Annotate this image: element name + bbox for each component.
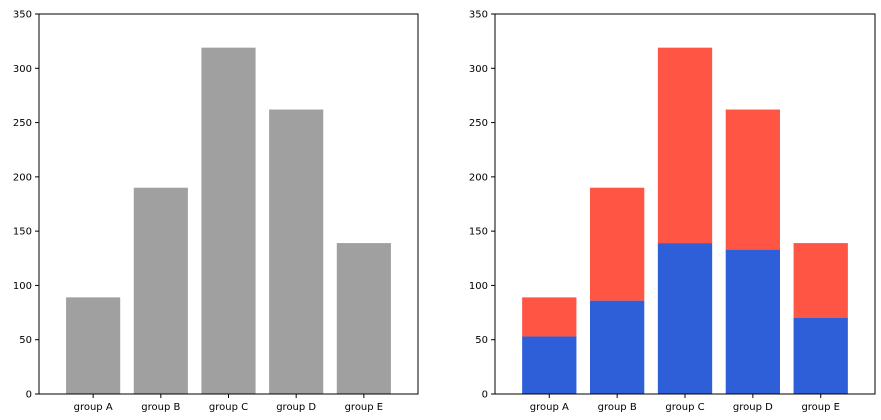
bar-series1-group-b (590, 187, 645, 301)
y-tick-label: 200 (13, 172, 32, 183)
x-tick-label: group D (276, 402, 316, 413)
y-tick-label: 150 (469, 227, 488, 238)
bar-group-d (269, 109, 324, 394)
chart-left-panel: 0 50 100 150 200 250 300 350 group A group B group… (13, 10, 419, 413)
bar-group-b (133, 187, 188, 394)
bar-group-c (201, 47, 256, 394)
x-tick-label: group A (74, 402, 113, 413)
y-tick-label: 250 (469, 118, 488, 129)
bar-group-e (336, 243, 391, 394)
bar-series1-group-d (725, 109, 780, 250)
x-tick-label: group C (665, 402, 704, 413)
y-tick-label: 200 (469, 172, 488, 183)
y-tick-label: 150 (13, 227, 32, 238)
y-tick-label: 50 (475, 335, 488, 346)
bar-series0-group-d (725, 249, 780, 394)
bar-series0-group-c (657, 243, 713, 394)
bar-series1-group-c (657, 47, 713, 244)
y-tick-label: 100 (13, 281, 32, 292)
y-tick-label: 350 (13, 10, 32, 21)
x-tick-label: group B (598, 402, 637, 413)
y-tick-label: 300 (13, 64, 32, 75)
bar-series1-group-a (522, 297, 577, 337)
y-tick-label: 250 (13, 118, 32, 129)
y-tick-label: 0 (26, 390, 32, 401)
x-tick-label: group B (141, 402, 180, 413)
bar-series0-group-a (522, 336, 577, 394)
chart-right-panel: 0 50 100 150 200 250 300 350 group A group B group… (469, 10, 876, 413)
y-tick-label: 50 (19, 335, 32, 346)
y-tick-label: 0 (482, 390, 488, 401)
bar-series0-group-b (590, 300, 645, 394)
x-tick-label: group D (733, 402, 773, 413)
y-tick-label: 300 (469, 64, 488, 75)
bar-series0-group-e (793, 318, 848, 394)
bar-group-a (66, 297, 121, 394)
x-tick-label: group C (209, 402, 248, 413)
bar-series1-group-e (793, 243, 848, 318)
y-tick-label: 100 (469, 281, 488, 292)
y-tick-label: 350 (469, 10, 488, 21)
x-tick-label: group E (801, 402, 840, 413)
x-tick-label: group E (345, 402, 384, 413)
x-tick-label: group A (530, 402, 569, 413)
